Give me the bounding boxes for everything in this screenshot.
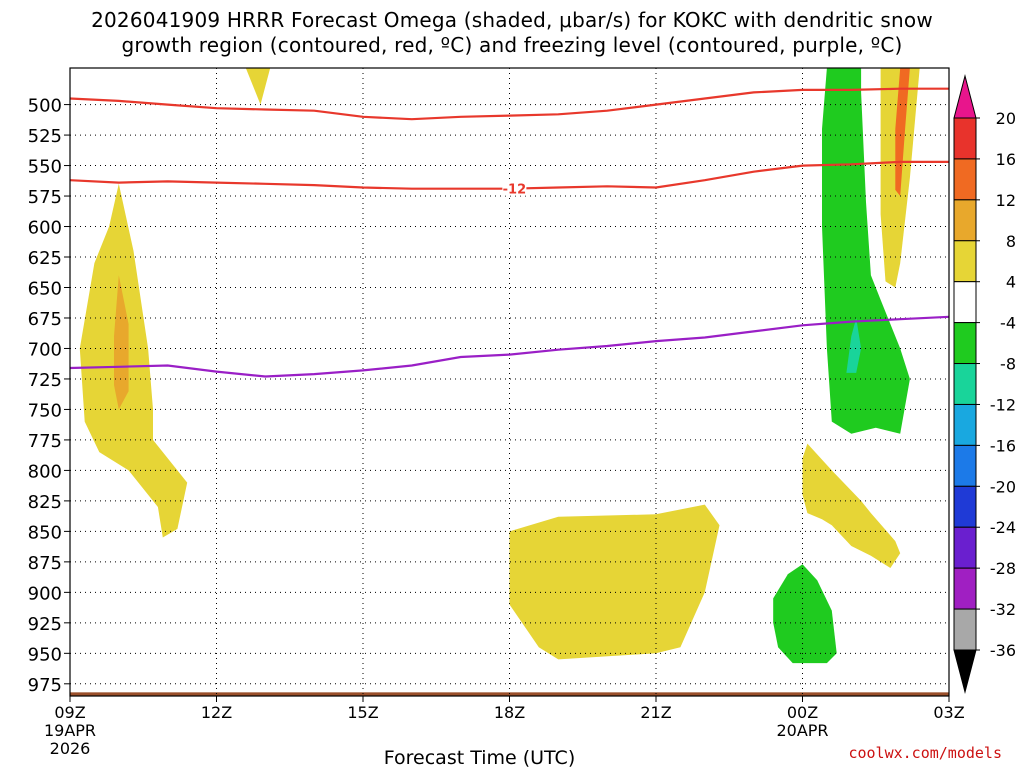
x-tick-label: 12Z xyxy=(201,703,232,722)
y-tick-label: 900 xyxy=(28,583,62,604)
colorbar-bottom-triangle xyxy=(953,649,977,694)
x-axis-title: Forecast Time (UTC) xyxy=(384,747,575,768)
colorbar-label: -24 xyxy=(990,518,1016,537)
x-tick-label: 03Z xyxy=(933,703,964,722)
x-tick-year: 2026 xyxy=(50,739,91,758)
chart-title: 2026041909 HRRR Forecast Omega (shaded, … xyxy=(0,8,1024,58)
colorbar-bin xyxy=(953,444,977,487)
shaded-region-10 xyxy=(773,564,837,664)
y-tick-label: 750 xyxy=(28,400,62,421)
shaded-region-1 xyxy=(79,183,188,538)
contour-line-3 xyxy=(69,315,950,378)
shaded-region-2 xyxy=(114,275,129,410)
colorbar-bin xyxy=(953,240,977,283)
title-line-1: 2026041909 HRRR Forecast Omega (shaded, … xyxy=(91,8,933,32)
y-tick-label: 525 xyxy=(28,126,62,147)
colorbar-label: -8 xyxy=(1000,355,1016,374)
x-tick-label: 09Z xyxy=(54,703,85,722)
y-tick-label: 875 xyxy=(28,553,62,574)
colorbar-bin xyxy=(953,608,977,651)
contour-layer: -12 xyxy=(69,87,950,378)
contour-line-1 xyxy=(69,87,949,121)
colorbar-top-triangle xyxy=(953,74,977,119)
y-tick-label: 625 xyxy=(28,248,62,269)
contour-label-bg xyxy=(502,181,527,196)
shaded-region-9 xyxy=(802,443,901,568)
y-tick-label: 600 xyxy=(28,218,62,239)
colorbar-label: -28 xyxy=(990,559,1016,578)
colorbar-bin xyxy=(953,322,977,365)
surface-terrain xyxy=(70,692,949,696)
title-line-2: growth region (contoured, red, ºC) and f… xyxy=(121,33,903,57)
colorbar-bin xyxy=(953,281,977,324)
x-tick-label: 00Z xyxy=(787,703,818,722)
omega-shading-layer xyxy=(70,68,949,696)
y-tick-label: 500 xyxy=(28,96,62,117)
y-tick-label: 950 xyxy=(28,644,62,665)
x-tick-date: 20APR xyxy=(776,721,828,740)
y-tick-label: 825 xyxy=(28,492,62,513)
colorbar-label: 8 xyxy=(1006,232,1016,251)
y-tick-label: 800 xyxy=(28,461,62,482)
colorbar-label: -16 xyxy=(990,436,1016,455)
colorbar-bin xyxy=(953,199,977,242)
watermark: coolwx.com/models xyxy=(848,744,1002,762)
colorbar-bin xyxy=(953,363,977,405)
y-tick-label: 925 xyxy=(28,614,62,635)
colorbar-bin xyxy=(953,117,977,160)
shaded-region-5 xyxy=(822,68,910,434)
colorbar-label: -4 xyxy=(1000,314,1016,333)
x-tick-label: 21Z xyxy=(640,703,671,722)
colorbar-label: -36 xyxy=(990,641,1016,660)
colorbar-bin xyxy=(953,485,977,528)
y-tick-label: 975 xyxy=(28,675,62,696)
shaded-region-6 xyxy=(846,318,862,373)
colorbar-label: -12 xyxy=(990,395,1016,414)
x-tick-label: 18Z xyxy=(494,703,525,722)
colorbar-bin xyxy=(953,403,977,446)
colorbar-label: -32 xyxy=(990,600,1016,619)
y-tick-label: 700 xyxy=(28,339,62,360)
y-tick-label: 650 xyxy=(28,278,62,299)
colorbar-bin xyxy=(953,567,977,610)
y-tick-label: 725 xyxy=(28,370,62,391)
x-tick-date: 19APR xyxy=(44,721,96,740)
y-tick-label: 850 xyxy=(28,522,62,543)
x-tick-label: 15Z xyxy=(347,703,378,722)
shaded-region-3 xyxy=(245,68,271,105)
colorbar-label: -20 xyxy=(990,477,1016,496)
y-tick-label: 550 xyxy=(28,157,62,178)
y-tick-label: 675 xyxy=(28,309,62,330)
axes-layer: 500 525 550 575 600 625 650 675 700 725 750 775 800 8… xyxy=(28,67,965,768)
y-tick-label: 575 xyxy=(28,187,62,208)
colorbar: 20 16 12 8 4 -4 -8 -12 -16 -20 -24 -28 -32 -36 xyxy=(953,74,1016,694)
colorbar-label: 12 xyxy=(996,191,1016,210)
colorbar-label: 20 xyxy=(996,109,1016,128)
y-tick-label: 775 xyxy=(28,431,62,452)
colorbar-label: 4 xyxy=(1006,273,1016,292)
colorbar-label: 16 xyxy=(996,150,1016,169)
colorbar-bin xyxy=(953,526,977,569)
shaded-region-4 xyxy=(509,504,720,660)
colorbar-bin xyxy=(953,158,977,201)
shaded-region-8 xyxy=(895,68,910,196)
contour-label: -12 xyxy=(503,183,527,198)
